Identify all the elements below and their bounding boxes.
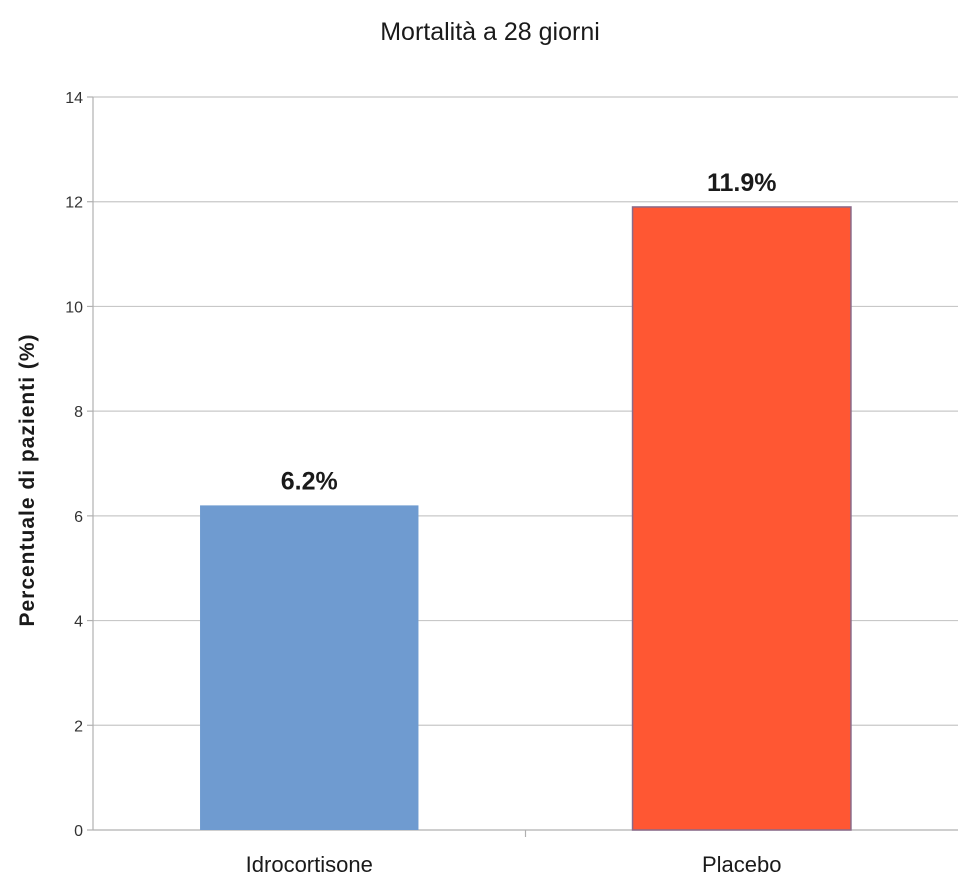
data-label: 6.2% bbox=[281, 467, 338, 495]
chart-title: Mortalità a 28 giorni bbox=[380, 18, 600, 46]
y-axis-label: Percentuale di pazienti (%) bbox=[16, 333, 39, 626]
bar-idrocortisone bbox=[200, 505, 419, 830]
y-tick-label: 4 bbox=[74, 614, 83, 631]
y-tick-label: 6 bbox=[74, 509, 83, 526]
y-tick-label: 10 bbox=[65, 299, 83, 316]
x-category-label: Idrocortisone bbox=[246, 852, 373, 877]
data-label: 11.9% bbox=[707, 169, 777, 197]
data-labels: 6.2% 11.9% bbox=[281, 169, 777, 495]
y-tick-label: 14 bbox=[65, 90, 83, 107]
y-tick-label: 0 bbox=[74, 823, 83, 840]
y-tick-label: 2 bbox=[74, 718, 83, 735]
bar-placebo bbox=[631, 206, 852, 831]
x-category-label: Placebo bbox=[702, 852, 782, 877]
y-tick-label: 12 bbox=[65, 195, 83, 212]
bars bbox=[200, 206, 852, 831]
y-tick-label: 8 bbox=[74, 404, 83, 421]
